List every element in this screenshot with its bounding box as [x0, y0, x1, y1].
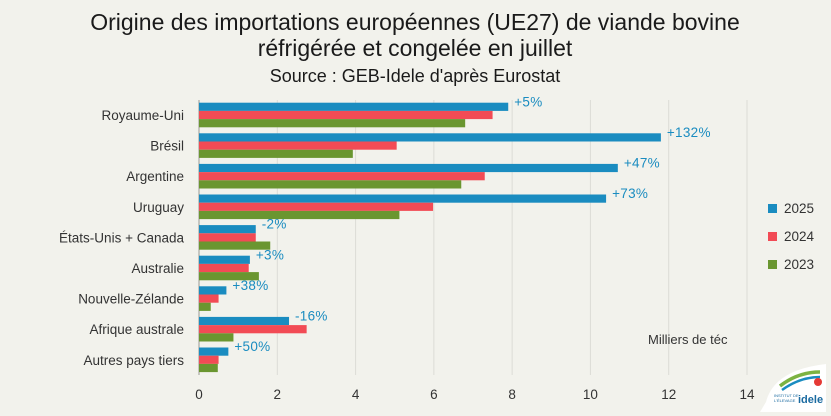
legend-label-2023: 2023	[784, 257, 814, 272]
category-label-3: Uruguay	[133, 200, 184, 215]
bar-2025-4	[199, 225, 256, 234]
logo-text-2: L'ÉLEVAGE	[774, 398, 796, 403]
category-label-1: Brésil	[150, 139, 184, 154]
x-tick-labels: 0 2 4 6 8 10 12 14	[195, 387, 755, 402]
logo-background	[760, 364, 826, 412]
bar-2025-2	[199, 163, 618, 173]
bar-2023-8	[199, 363, 218, 373]
bar-2024-8	[199, 355, 219, 364]
data-label-2: +47%	[624, 156, 660, 171]
bar-2024-6	[199, 294, 219, 303]
legend: 2025 2024 2023	[768, 201, 815, 272]
category-label-7: Afrique australe	[89, 322, 184, 337]
legend-swatch-2025	[768, 204, 777, 213]
data-label-0: +5%	[514, 94, 542, 109]
category-label-5: Australie	[131, 261, 184, 276]
bar-2024-7	[199, 325, 307, 334]
x-tick-2: 2	[274, 387, 282, 402]
data-labels: +5% +132% +47% +73% -2% +3% +38% -16% +50%	[232, 94, 710, 354]
logo-text-1: INSTITUT DE	[774, 393, 799, 398]
bar-2023-2	[199, 180, 462, 189]
bar-2024-2	[199, 172, 485, 181]
bar-2023-5	[199, 272, 259, 281]
x-tick-4: 4	[352, 387, 360, 402]
bar-2025-6	[199, 286, 227, 295]
legend-swatch-2023	[768, 260, 777, 269]
legend-label-2024: 2024	[784, 229, 815, 244]
bars	[199, 102, 661, 373]
bar-2023-0	[199, 119, 466, 128]
bar-2023-3	[199, 210, 400, 220]
category-label-2: Argentine	[126, 169, 184, 184]
bar-2025-5	[199, 255, 250, 264]
bar-2024-0	[199, 110, 493, 120]
bar-2024-3	[199, 202, 434, 211]
bar-2023-6	[199, 302, 211, 311]
x-tick-8: 8	[508, 387, 516, 402]
x-tick-6: 6	[430, 387, 438, 402]
unit-label: Milliers de téc	[648, 332, 728, 347]
logo-swoosh-green	[778, 370, 821, 388]
x-tick-0: 0	[195, 387, 203, 402]
chart-title-line2: réfrigérée et congelée en juillet	[258, 35, 573, 61]
category-label-6: Nouvelle-Zélande	[78, 292, 184, 307]
data-label-1: +132%	[667, 125, 711, 140]
data-label-5: +3%	[256, 247, 284, 262]
idele-logo: INSTITUT DE L'ÉLEVAGE idele	[760, 364, 826, 412]
logo-swoosh-blue	[781, 375, 821, 392]
data-label-3: +73%	[612, 186, 648, 201]
bar-2024-5	[199, 263, 249, 273]
bar-2025-7	[199, 316, 290, 326]
x-tick-12: 12	[661, 387, 676, 402]
bar-2024-1	[199, 141, 397, 150]
logo-dot	[814, 378, 822, 386]
chart-subtitle: Source : GEB-Idele d'après Eurostat	[270, 66, 561, 86]
bar-2023-7	[199, 333, 234, 342]
data-label-8: +50%	[234, 339, 270, 354]
bar-2023-1	[199, 149, 353, 158]
x-tick-10: 10	[583, 387, 598, 402]
bar-2025-3	[199, 194, 607, 203]
data-label-4: -2%	[262, 217, 287, 232]
legend-label-2025: 2025	[784, 201, 814, 216]
bar-2025-0	[199, 102, 509, 111]
category-label-4: États-Unis + Canada	[59, 230, 184, 245]
category-label-8: Autres pays tiers	[83, 353, 184, 368]
legend-swatch-2024	[768, 232, 777, 241]
logo-brand: idele	[798, 394, 823, 406]
bar-2025-8	[199, 347, 229, 356]
category-label-0: Royaume-Uni	[101, 108, 184, 123]
bar-2023-4	[199, 241, 271, 250]
bar-2024-4	[199, 233, 256, 242]
data-label-6: +38%	[232, 278, 268, 293]
bar-2025-1	[199, 133, 661, 142]
x-tick-14: 14	[739, 387, 755, 402]
category-labels: Royaume-Uni Brésil Argentine Uruguay États-U…	[59, 108, 184, 368]
chart-title: Origine des importations européennes (UE…	[90, 9, 740, 35]
data-label-7: -16%	[295, 309, 328, 324]
